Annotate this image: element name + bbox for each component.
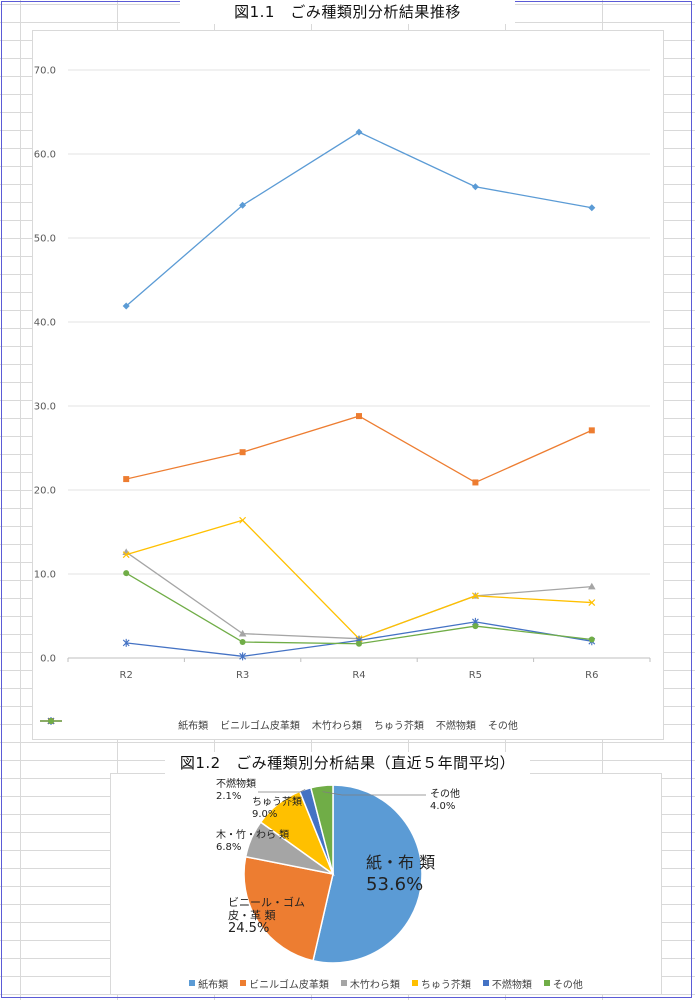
pie-label-value: 2.1% (216, 791, 241, 802)
legend-item: 紙布類 (189, 976, 228, 991)
legend-label: ビニルゴム皮革類 (249, 979, 329, 991)
legend-swatch (411, 980, 418, 986)
data-point (588, 204, 596, 212)
legend-label: ビニルゴム皮革類 (220, 720, 300, 732)
pie-chart-legend: 紙布類 ビニルゴム皮革類 木竹わら類 ちゅう芥類 不燃物類 その他 (120, 975, 652, 991)
legend-label: ちゅう芥類 (420, 979, 471, 991)
legend-swatch (482, 980, 489, 986)
legend-item: その他 (40, 717, 518, 732)
line-chart-title: 図1.1 ごみ種類別分析結果推移 (180, 0, 515, 24)
pie-slice (312, 784, 423, 964)
legend-swatch (189, 980, 196, 986)
legend-label: 紙布類 (198, 979, 229, 991)
legend-item: ビニルゴム皮革類 (240, 976, 329, 991)
x-tick-label: R5 (469, 670, 482, 681)
legend-label: 木竹わら類 (311, 720, 362, 732)
x-tick-label: R4 (352, 670, 365, 681)
y-tick-label: 50.0 (34, 234, 56, 245)
data-point (356, 413, 362, 420)
x-tick-label: R6 (585, 670, 598, 681)
legend-item: その他 (543, 976, 583, 991)
data-point (588, 582, 596, 590)
y-tick-label: 40.0 (34, 318, 56, 329)
data-point (588, 636, 595, 643)
legend-label: 不燃物類 (491, 979, 532, 991)
data-point (588, 427, 595, 434)
data-point (122, 302, 130, 310)
legend-label: その他 (552, 979, 583, 991)
pie-label-value: 4.0% (430, 801, 455, 812)
data-point (123, 476, 130, 483)
series-6 (123, 570, 595, 647)
series-1 (122, 128, 596, 310)
data-point (239, 201, 247, 209)
legend-swatch (340, 980, 347, 986)
data-point (123, 570, 130, 577)
pie-label-name: 木・竹・わら 類 (216, 828, 289, 841)
y-tick-label: 70.0 (34, 66, 56, 77)
data-point (239, 652, 246, 661)
y-tick-label: 60.0 (34, 150, 56, 161)
leader-line (322, 791, 426, 796)
line-chart-legend: 紙布類 ビニルゴム皮革類 木竹わら類 ちゅう芥類 不燃物類 その他 (40, 716, 656, 732)
data-point (239, 639, 246, 646)
legend-marker (48, 718, 54, 724)
data-point (122, 638, 130, 647)
data-point (588, 599, 596, 606)
legend-item: ちゅう芥類 (411, 976, 471, 991)
pie-label-value: 24.5% (228, 921, 269, 936)
pie-label-value: 53.6% (366, 874, 423, 895)
pie-data-label: ビニール・ゴム皮・革 類24.5% (228, 895, 305, 936)
leader-line (258, 789, 306, 793)
data-point (471, 183, 479, 191)
legend-label: その他 (487, 720, 518, 732)
pie-label-value: 6.8% (216, 842, 241, 853)
data-point (472, 623, 479, 630)
pie-slice (243, 855, 334, 962)
pie-chart-title: 図1.2 ごみ種類別分析結果（直近５年間平均） (165, 752, 530, 774)
data-point (238, 629, 247, 637)
legend-label: 紙布類 (178, 720, 209, 732)
data-point (239, 516, 247, 524)
data-point (356, 640, 362, 647)
y-tick-label: 20.0 (34, 486, 56, 497)
legend-swatch (543, 980, 550, 986)
gridlines (68, 69, 650, 659)
pie-label-name: 不燃物類 (216, 777, 256, 790)
pie-slice (309, 784, 334, 875)
y-tick-label: 10.0 (34, 570, 56, 581)
x-tick-label: R3 (236, 670, 249, 681)
legend-item: 不燃物類 (482, 976, 532, 991)
data-point (239, 449, 246, 456)
data-point (472, 479, 479, 486)
data-point (471, 592, 479, 600)
series-2 (123, 413, 595, 486)
pie-label-value: 9.0% (252, 809, 277, 820)
line-chart: 0.0 10.0 20.0 30.0 40.0 50.0 60.0 70.0 R2 R3 R4 R5 R… (34, 66, 651, 681)
legend-label: ちゅう芥類 (373, 720, 424, 732)
pie-label-name: 皮・革 類 (228, 908, 276, 922)
pie-label-name: 紙・布 類 (366, 853, 435, 872)
pie-label-name: ちゅう芥類 (252, 796, 302, 808)
y-tick-label: 0.0 (40, 654, 56, 665)
series-5 (122, 617, 596, 661)
data-point (122, 551, 130, 559)
legend-label: 不燃物類 (435, 720, 476, 732)
pie-label-name: その他 (430, 787, 460, 800)
pie-label-name: ビニール・ゴム (228, 895, 305, 909)
x-tick-label: R2 (120, 670, 133, 681)
y-tick-label: 30.0 (34, 402, 56, 413)
pie-data-label: 木・竹・わら 類6.8% (216, 828, 289, 853)
line-chart-area (32, 30, 664, 740)
legend-label: 木竹わら類 (349, 979, 400, 991)
legend-item: 木竹わら類 (340, 976, 400, 991)
pie-data-label: 紙・布 類 53.6% (366, 853, 435, 895)
legend-swatch (240, 980, 247, 986)
data-point (355, 128, 363, 136)
